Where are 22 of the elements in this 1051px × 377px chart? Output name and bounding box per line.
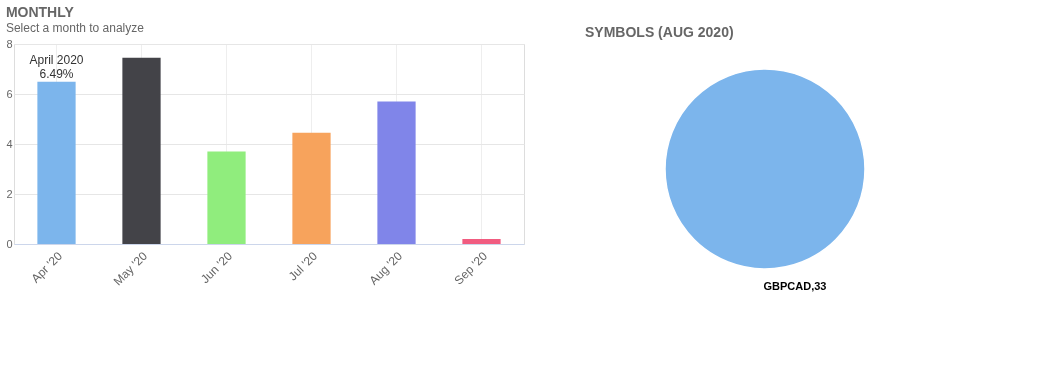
x-tick-label: May '20 [110,248,151,289]
bar [37,81,76,244]
x-tick-label: Jun '20 [197,248,236,287]
y-tick-label: 4 [6,137,13,150]
bar [122,57,161,244]
chart-title: SYMBOLS (AUG 2020) [585,24,734,40]
x-tick-label: Apr '20 [28,248,66,286]
bar [207,151,246,244]
x-tick-label: Aug '20 [366,248,406,288]
y-tick-label: 8 [6,37,13,50]
y-tick-label: 6 [6,87,13,100]
y-tick-label: 2 [6,187,13,200]
bar [292,132,331,244]
x-tick-label: Jul '20 [285,248,321,284]
annotation: April 2020 6.49% [29,52,84,81]
bar [377,101,416,244]
slice-label: GBPCAD,33 [763,280,827,292]
chart-subtitle: Select a month to analyze [5,21,145,35]
y-tick-label: 0 [6,237,13,250]
chart-title: MONTHLY [5,4,75,20]
bar [462,239,501,244]
x-tick-label: Sep '20 [451,248,491,288]
